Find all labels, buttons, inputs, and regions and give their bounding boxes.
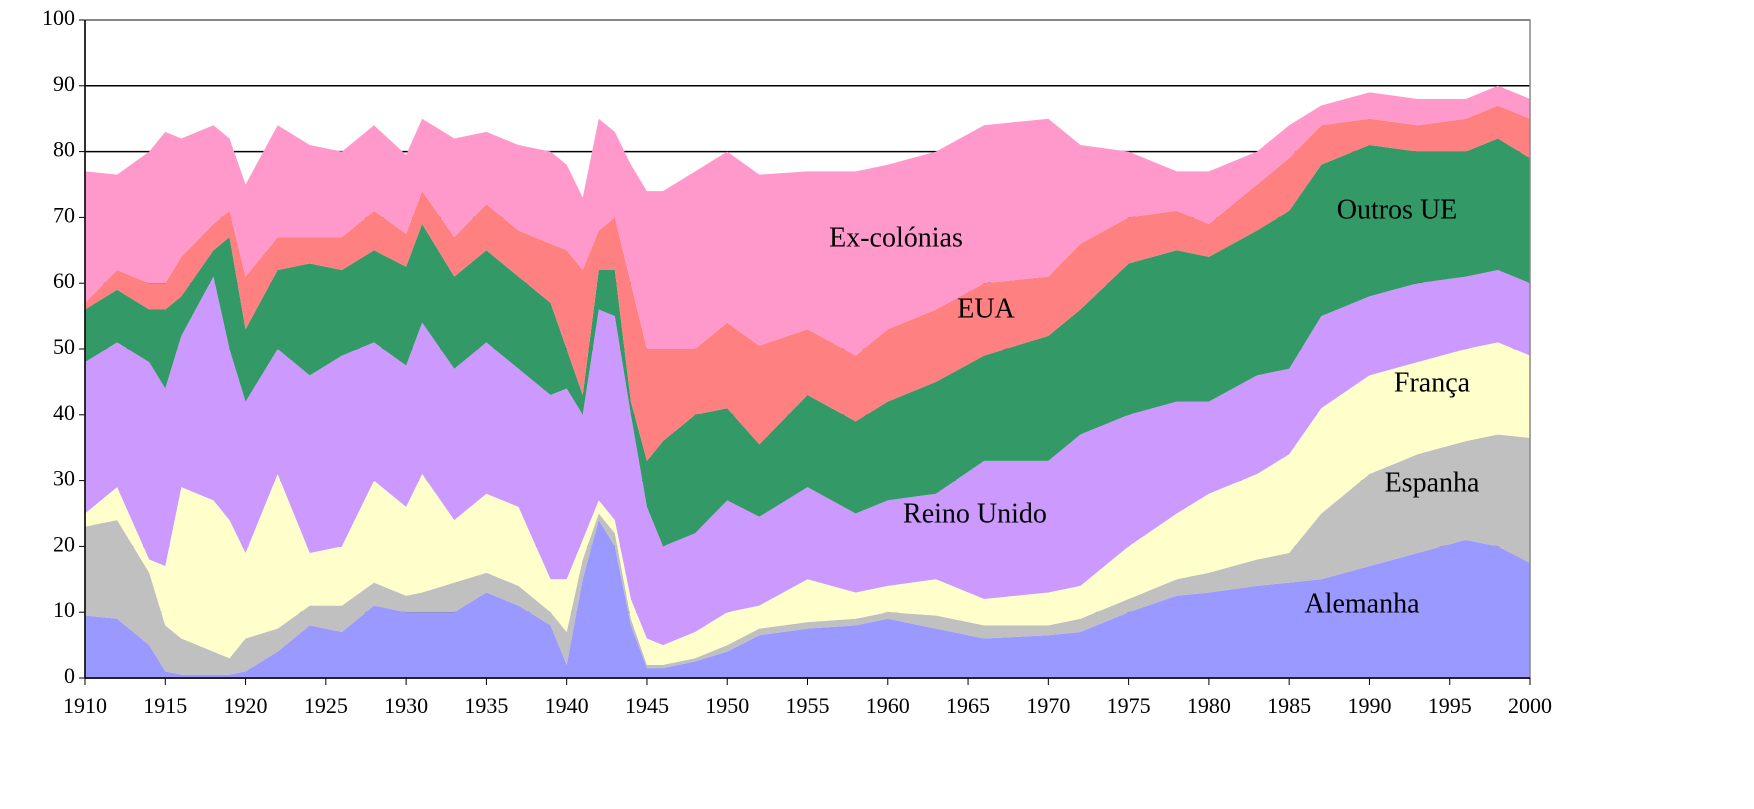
y-tick-label: 90 [53, 71, 75, 96]
series-label: Ex-colónias [829, 222, 963, 253]
y-tick-label: 0 [64, 663, 75, 688]
x-tick-label: 1965 [946, 693, 990, 718]
y-tick-label: 10 [53, 597, 75, 622]
x-tick-label: 2000 [1508, 693, 1552, 718]
y-tick-label: 70 [53, 202, 75, 227]
x-tick-label: 1970 [1026, 693, 1070, 718]
area [85, 85, 1530, 356]
x-tick-label: 1940 [545, 693, 589, 718]
y-tick-label: 60 [53, 268, 75, 293]
y-tick-label: 40 [53, 400, 75, 425]
x-tick-label: 1925 [304, 693, 348, 718]
x-tick-label: 1995 [1428, 693, 1472, 718]
x-tick-label: 1950 [705, 693, 749, 718]
x-tick-label: 1955 [786, 693, 830, 718]
x-tick-label: 1915 [143, 693, 187, 718]
series-label: Alemanha [1304, 588, 1420, 619]
x-tick-label: 1935 [464, 693, 508, 718]
series-label: Espanha [1385, 467, 1480, 498]
y-tick-label: 100 [42, 5, 75, 30]
x-tick-label: 1990 [1347, 693, 1391, 718]
series-label: Reino Unido [903, 498, 1047, 529]
area [85, 105, 1530, 461]
x-tick-label: 1920 [224, 693, 268, 718]
y-tick-label: 30 [53, 466, 75, 491]
x-tick-label: 1945 [625, 693, 669, 718]
x-tick-label: 1975 [1107, 693, 1151, 718]
area [85, 270, 1530, 646]
x-tick-label: 1980 [1187, 693, 1231, 718]
x-tick-label: 1960 [866, 693, 910, 718]
y-tick-label: 80 [53, 137, 75, 162]
area [85, 342, 1530, 665]
x-tick-label: 1910 [63, 693, 107, 718]
area [85, 520, 1530, 678]
area [85, 138, 1530, 547]
y-tick-label: 20 [53, 531, 75, 556]
x-tick-label: 1930 [384, 693, 428, 718]
series-label: França [1394, 367, 1471, 398]
x-tick-label: 1985 [1267, 693, 1311, 718]
y-tick-label: 50 [53, 334, 75, 359]
area [85, 434, 1530, 675]
series-label: Outros UE [1337, 194, 1458, 225]
series-label: EUA [957, 293, 1015, 324]
